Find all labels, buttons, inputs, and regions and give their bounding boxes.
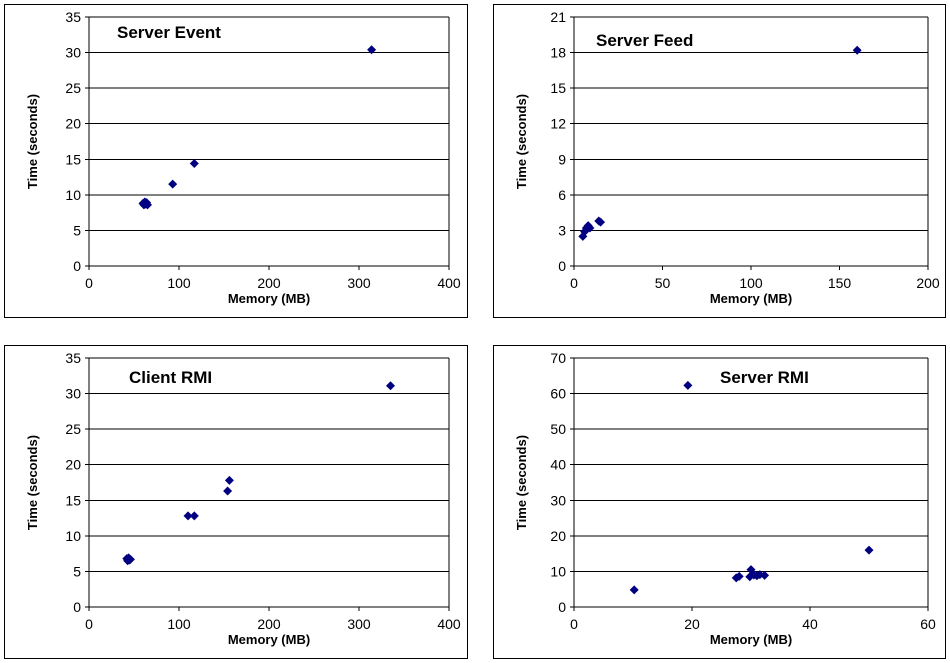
chart-title: Server Event — [117, 23, 221, 42]
x-tick-label: 300 — [347, 616, 371, 632]
data-point — [223, 486, 233, 496]
data-point — [629, 585, 639, 595]
y-tick-label: 40 — [550, 457, 566, 473]
y-tick-label: 70 — [550, 350, 566, 366]
x-tick-label: 0 — [570, 275, 578, 291]
data-point — [683, 380, 693, 390]
y-tick-label: 3 — [558, 222, 566, 238]
chart-panel-server-rmi: 0 10 20 30 40 50 60 70 0 20 40 60 Memory (MB) Time (s… — [493, 345, 946, 659]
y-tick-label: 9 — [558, 151, 566, 167]
y-tick-label: 25 — [65, 421, 81, 437]
data-point — [864, 545, 874, 555]
chart-title: Server Feed — [596, 31, 693, 50]
data-point — [852, 45, 862, 55]
data-point — [596, 217, 606, 227]
x-tick-label: 400 — [437, 616, 461, 632]
y-tick-label: 21 — [550, 9, 566, 25]
y-axis-label: Time (seconds) — [25, 435, 40, 530]
y-tick-label: 15 — [65, 492, 81, 508]
y-tick-label: 0 — [558, 599, 566, 615]
chart-panel-server-feed: 0 3 6 9 12 15 18 21 0 50 100 150 200 Memory (MB) Time … — [493, 4, 946, 318]
chart-server-event: 0 5 10 15 20 25 30 35 0 100 200 300 400 Memory (MB) Ti… — [25, 9, 461, 306]
data-point — [183, 511, 193, 521]
x-tick-label: 0 — [85, 616, 93, 632]
x-tick-label: 300 — [347, 275, 371, 291]
data-point — [367, 45, 377, 55]
data-point — [734, 571, 744, 581]
data-point — [189, 159, 199, 169]
y-axis-label: Time (seconds) — [25, 94, 40, 189]
x-tick-label: 150 — [828, 275, 852, 291]
y-tick-label: 50 — [550, 421, 566, 437]
x-tick-label: 400 — [437, 275, 461, 291]
y-tick-label: 0 — [73, 258, 81, 274]
x-tick-label: 0 — [570, 616, 578, 632]
y-tick-label: 25 — [65, 80, 81, 96]
data-point — [760, 570, 770, 580]
x-tick-label: 200 — [257, 616, 281, 632]
y-tick-label: 12 — [550, 116, 566, 132]
x-tick-label: 40 — [802, 616, 818, 632]
y-tick-label: 20 — [65, 116, 81, 132]
y-tick-label: 10 — [550, 563, 566, 579]
y-tick-label: 30 — [65, 386, 81, 402]
y-tick-label: 20 — [550, 528, 566, 544]
x-tick-label: 200 — [916, 275, 940, 291]
x-tick-label: 20 — [684, 616, 700, 632]
y-tick-label: 30 — [65, 45, 81, 61]
chart-client-rmi: 0 5 10 15 20 25 30 35 0 100 200 300 400 Memory (MB) Ti… — [25, 350, 461, 647]
y-axis-label: Time (seconds) — [514, 94, 529, 189]
data-point — [189, 511, 199, 521]
y-tick-label: 35 — [65, 350, 81, 366]
y-tick-label: 0 — [73, 599, 81, 615]
y-tick-label: 10 — [65, 187, 81, 203]
x-axis-label: Memory (MB) — [710, 632, 792, 647]
y-tick-label: 5 — [73, 222, 81, 238]
y-tick-label: 20 — [65, 457, 81, 473]
x-tick-label: 100 — [167, 616, 191, 632]
x-axis-label: Memory (MB) — [228, 291, 310, 306]
data-point — [143, 200, 152, 210]
data-point — [168, 179, 178, 189]
x-tick-label: 200 — [257, 275, 281, 291]
y-tick-label: 15 — [550, 80, 566, 96]
chart-panel-client-rmi: 0 5 10 15 20 25 30 35 0 100 200 300 400 Memory (MB) Ti… — [4, 345, 468, 659]
chart-title: Server RMI — [720, 368, 809, 387]
data-point — [585, 223, 595, 233]
chart-server-feed: 0 3 6 9 12 15 18 21 0 50 100 150 200 Memory (MB) Time … — [514, 9, 940, 306]
y-tick-label: 6 — [558, 187, 566, 203]
y-tick-label: 10 — [65, 528, 81, 544]
y-tick-label: 30 — [550, 492, 566, 508]
y-tick-label: 15 — [65, 151, 81, 167]
y-tick-label: 0 — [558, 258, 566, 274]
chart-server-rmi: 0 10 20 30 40 50 60 70 0 20 40 60 Memory (MB) Time (s… — [514, 350, 936, 647]
x-axis-label: Memory (MB) — [228, 632, 310, 647]
x-tick-label: 100 — [167, 275, 191, 291]
y-tick-label: 18 — [550, 45, 566, 61]
y-axis-label: Time (seconds) — [514, 435, 529, 530]
chart-panel-server-event: 0 5 10 15 20 25 30 35 0 100 200 300 400 Memory (MB) Ti… — [4, 4, 468, 318]
x-tick-label: 50 — [655, 275, 671, 291]
data-point — [386, 381, 395, 391]
x-tick-label: 0 — [85, 275, 93, 291]
y-tick-label: 5 — [73, 563, 81, 579]
x-axis-label: Memory (MB) — [710, 291, 792, 306]
data-point — [746, 565, 756, 575]
data-point — [224, 475, 234, 485]
y-tick-label: 60 — [550, 386, 566, 402]
x-tick-label: 60 — [920, 616, 936, 632]
y-tick-label: 35 — [65, 9, 81, 25]
chart-title: Client RMI — [129, 368, 212, 387]
x-tick-label: 100 — [739, 275, 763, 291]
